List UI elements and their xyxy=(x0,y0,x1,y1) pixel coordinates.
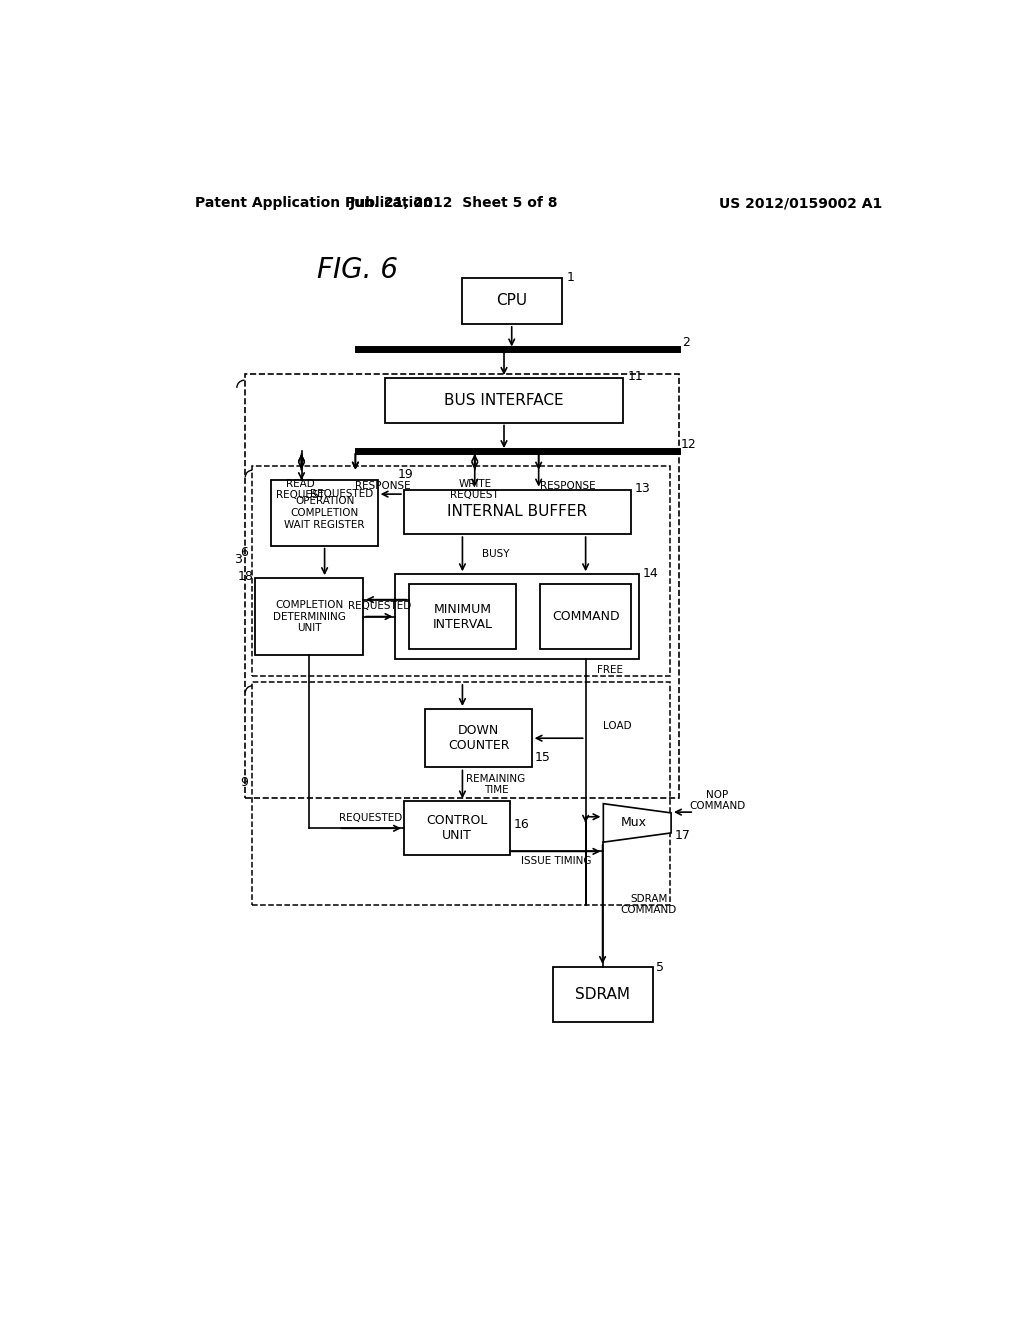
Text: Patent Application Publication: Patent Application Publication xyxy=(196,197,433,210)
Text: 3: 3 xyxy=(233,553,242,566)
Bar xyxy=(255,578,364,655)
Text: REMAINING
TIME: REMAINING TIME xyxy=(466,774,525,795)
Text: BUS INTERFACE: BUS INTERFACE xyxy=(444,392,564,408)
Text: SDRAM
COMMAND: SDRAM COMMAND xyxy=(621,894,677,915)
Text: 12: 12 xyxy=(681,438,697,451)
Text: FREE: FREE xyxy=(597,665,624,675)
Text: LOAD: LOAD xyxy=(602,721,631,731)
Text: OPERATION
COMPLETION
WAIT REGISTER: OPERATION COMPLETION WAIT REGISTER xyxy=(285,496,365,529)
Polygon shape xyxy=(603,804,671,842)
Bar xyxy=(385,378,624,422)
Text: REQUESTED: REQUESTED xyxy=(339,813,402,822)
Text: REQUESTED: REQUESTED xyxy=(347,601,411,611)
Bar xyxy=(403,801,510,855)
Bar xyxy=(462,277,562,323)
Text: WRITE
REQUEST: WRITE REQUEST xyxy=(451,479,499,500)
Bar xyxy=(425,709,531,767)
Text: 15: 15 xyxy=(535,751,551,764)
Bar xyxy=(271,480,378,545)
Text: ISSUE TIMING: ISSUE TIMING xyxy=(521,857,592,866)
Text: Jun. 21, 2012  Sheet 5 of 8: Jun. 21, 2012 Sheet 5 of 8 xyxy=(350,197,558,210)
Text: 1: 1 xyxy=(566,271,574,284)
Bar xyxy=(403,490,631,535)
Bar xyxy=(252,466,670,676)
Text: SDRAM: SDRAM xyxy=(575,987,630,1002)
Text: CPU: CPU xyxy=(497,293,527,309)
Text: 6: 6 xyxy=(240,545,248,558)
Text: 5: 5 xyxy=(656,961,665,974)
Bar xyxy=(245,374,679,797)
Text: READ
REQUEST: READ REQUEST xyxy=(275,479,325,500)
Text: RESPONSE: RESPONSE xyxy=(355,482,411,491)
Text: COMPLETION
DETERMINING
UNIT: COMPLETION DETERMINING UNIT xyxy=(272,601,346,634)
Text: Mux: Mux xyxy=(621,816,646,829)
Text: FIG. 6: FIG. 6 xyxy=(316,256,398,284)
Text: MINIMUM
INTERVAL: MINIMUM INTERVAL xyxy=(432,602,493,631)
Text: NOP
COMMAND: NOP COMMAND xyxy=(689,789,745,812)
Text: INTERNAL BUFFER: INTERNAL BUFFER xyxy=(447,504,588,519)
Text: 13: 13 xyxy=(635,482,650,495)
Bar xyxy=(541,585,631,649)
Text: US 2012/0159002 A1: US 2012/0159002 A1 xyxy=(719,197,882,210)
Text: 14: 14 xyxy=(643,566,658,579)
Text: 9: 9 xyxy=(240,776,248,789)
Text: 19: 19 xyxy=(397,469,414,480)
Text: 11: 11 xyxy=(628,370,643,383)
Text: 18: 18 xyxy=(238,570,254,583)
Bar xyxy=(410,585,515,649)
Bar xyxy=(395,574,639,659)
Text: 17: 17 xyxy=(675,829,691,842)
Text: 16: 16 xyxy=(513,818,529,832)
Text: COMMAND: COMMAND xyxy=(552,610,620,623)
Text: REQUESTED: REQUESTED xyxy=(310,490,373,499)
Bar xyxy=(252,682,670,906)
Text: DOWN
COUNTER: DOWN COUNTER xyxy=(447,725,509,752)
Text: RESPONSE: RESPONSE xyxy=(540,482,596,491)
Text: CONTROL
UNIT: CONTROL UNIT xyxy=(426,814,487,842)
Bar xyxy=(553,966,652,1022)
Text: BUSY: BUSY xyxy=(481,549,509,560)
Text: 2: 2 xyxy=(682,337,690,350)
